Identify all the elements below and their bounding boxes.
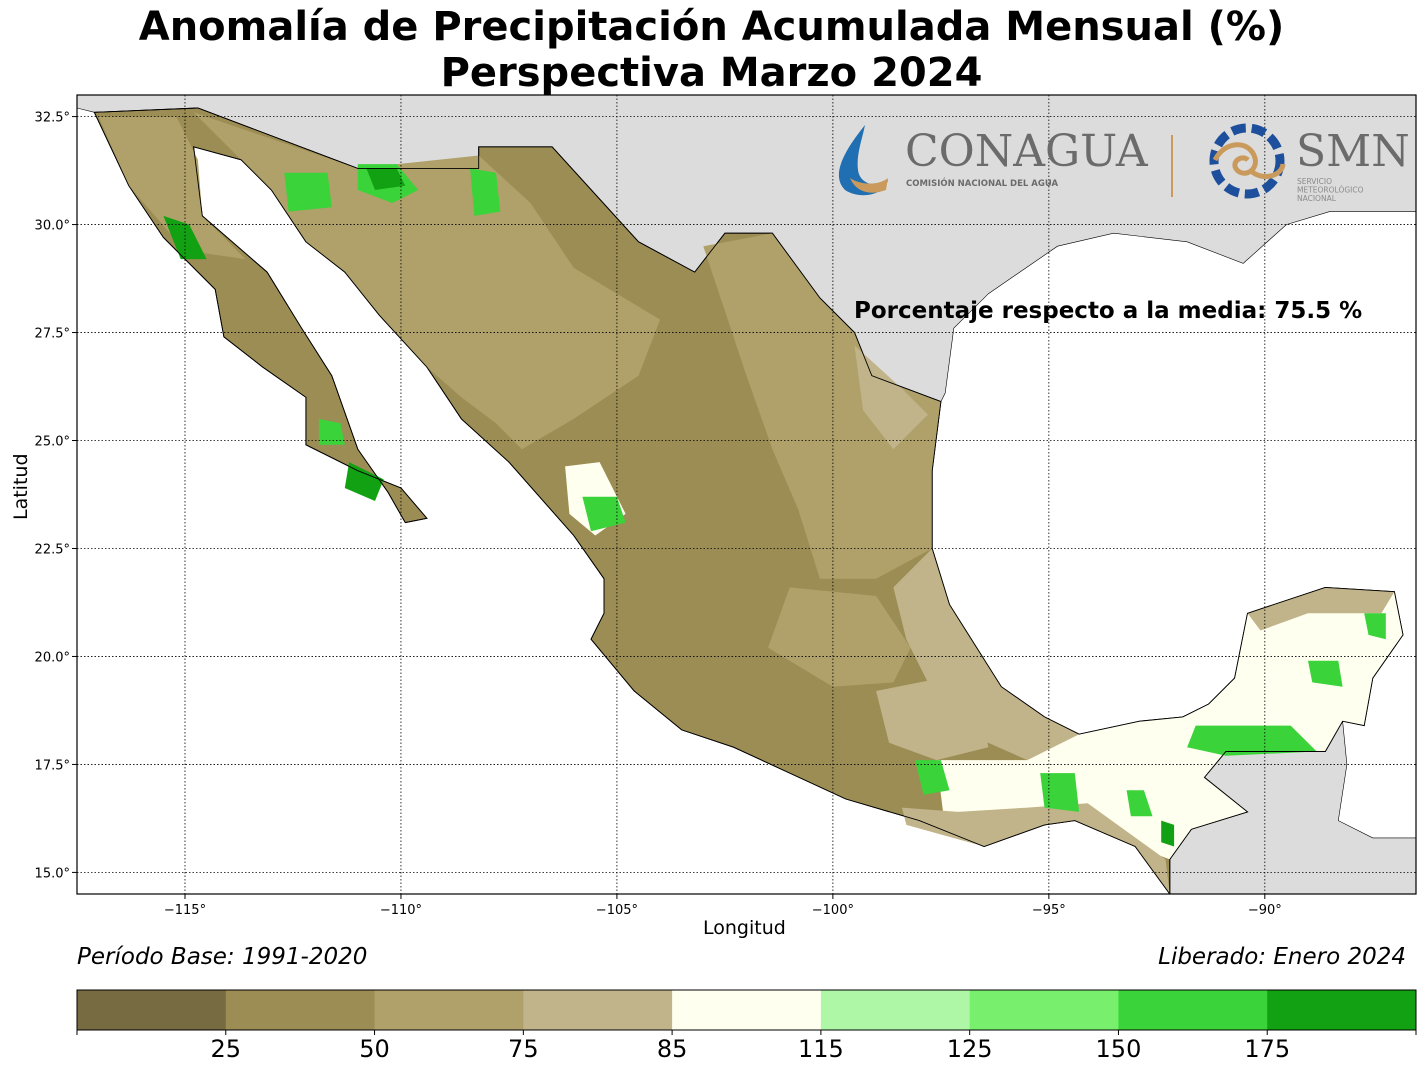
x-axis-label: Longitud	[703, 917, 786, 939]
colorbar-tick-label: 85	[657, 1035, 688, 1063]
colorbar-swatch	[1267, 990, 1417, 1030]
region-veracruz-green	[915, 760, 950, 795]
lon-tick-label: −105°	[596, 903, 638, 918]
region-sinaloa-green	[582, 496, 626, 532]
colorbar-tick-label: 125	[947, 1035, 993, 1063]
region-bcs-green2	[318, 418, 345, 445]
region-chihuahua-green	[470, 168, 501, 216]
colorbar-tick-label: 175	[1244, 1035, 1290, 1063]
precipitation-map: −115° −110° −105° −100° −95° −90° 32.5° 30.0° 27…	[35, 94, 1417, 918]
colorbar-swatch	[225, 990, 376, 1030]
colorbar-tick-label: 25	[211, 1035, 242, 1063]
lat-tick-label: 22.5°	[35, 542, 70, 557]
lat-tick-label: 32.5°	[35, 111, 70, 126]
region-oaxaca-green	[1040, 773, 1080, 812]
lon-tick-label: −100°	[812, 903, 854, 918]
region-tabasco-green	[1187, 725, 1317, 756]
colorbar-swatch	[820, 990, 971, 1030]
release-date-text: Liberado: Enero 2024	[1158, 944, 1406, 970]
colorbar-tick-label: 115	[798, 1035, 844, 1063]
smn-subtitle-line: SERVICIO	[1297, 177, 1332, 186]
colorbar-swatch	[1118, 990, 1268, 1030]
colorbar-swatch	[672, 990, 822, 1030]
map-title-line1: Anomalía de Precipitación Acumulada Mens…	[138, 4, 1285, 50]
region-sonora-green-west	[284, 172, 332, 212]
lon-tick-label: −110°	[380, 903, 422, 918]
map-frame	[76, 94, 1417, 895]
smn-name: SMN	[1296, 126, 1410, 177]
conagua-logo-icon	[838, 125, 888, 196]
lat-tick-label: 17.5°	[35, 758, 70, 773]
region-pacific-coast-south	[902, 803, 1170, 894]
region-baja-green	[163, 215, 207, 260]
lon-tick-label: −90°	[1248, 903, 1282, 918]
region-n-sonora-green-core	[366, 168, 406, 190]
smn-subtitle-line: NACIONAL	[1297, 194, 1337, 203]
region-baja-north	[98, 116, 246, 260]
y-axis-label: Latitud	[10, 453, 32, 520]
base-period-text: Período Base: 1991-2020	[77, 944, 368, 970]
smn-subtitle-line: METEOROLÓGICO	[1297, 186, 1364, 195]
lon-tick-label: −115°	[164, 903, 206, 918]
lat-tick-label: 25.0°	[35, 435, 70, 450]
region-gulf-slope	[854, 345, 928, 450]
smn-logo-icon	[1209, 123, 1286, 199]
region-qroo-green	[1364, 613, 1386, 640]
colorbar-tick-label: 150	[1096, 1035, 1142, 1063]
colorbar-tick-label: 75	[508, 1035, 539, 1063]
region-bcs-green	[344, 462, 384, 501]
lat-tick-label: 20.0°	[35, 650, 70, 665]
mexico-coastline	[93, 107, 1404, 894]
map-title-line2: Perspectiva Marzo 2024	[440, 50, 983, 96]
conagua-name: CONAGUA	[905, 126, 1149, 177]
conagua-subtitle: COMISIÓN NACIONAL DEL AGUA	[906, 177, 1058, 189]
region-chiapas-green	[1126, 790, 1153, 817]
colorbar-swatch	[374, 990, 524, 1030]
colorbar-frame	[76, 989, 1417, 1031]
region-central-basin	[768, 587, 911, 687]
region-northeast-plateau	[703, 233, 941, 579]
region-chiapas-green2	[1161, 820, 1175, 847]
mean-percentage-annotation: Porcentaje respecto a la media: 75.5 %	[854, 298, 1362, 324]
region-yucatan-green	[1308, 660, 1343, 687]
lat-tick-label: 15.0°	[35, 866, 70, 881]
colorbar-swatch	[969, 990, 1119, 1030]
colorbar-tick-label: 50	[359, 1035, 390, 1063]
region-gulf-coast	[893, 548, 1080, 761]
colorbar-swatch	[523, 990, 673, 1030]
lat-tick-label: 27.5°	[35, 327, 70, 342]
region-yucatan-north	[1247, 587, 1395, 631]
lon-tick-label: −95°	[1032, 903, 1066, 918]
colorbar-swatch	[77, 990, 227, 1030]
lat-tick-label: 30.0°	[35, 219, 70, 234]
region-south-north	[876, 678, 989, 761]
